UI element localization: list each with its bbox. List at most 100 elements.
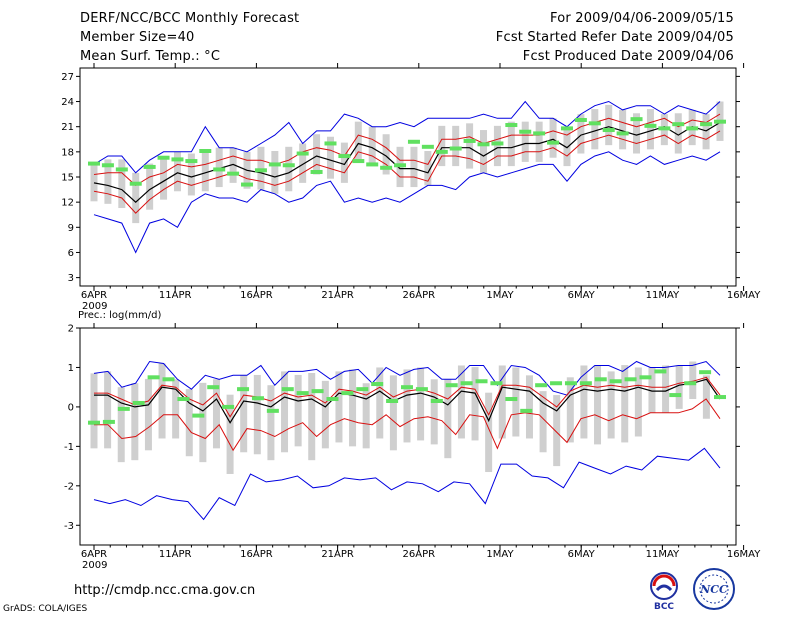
y-tick-label: -3 [64,521,74,532]
observation-marker [547,140,560,145]
ncc-logo-inner-ring [699,574,729,604]
observation-marker [177,397,190,402]
spread-box [253,374,261,455]
bcc-logo-wave [655,584,673,592]
ncc-logo-text: NCC [699,583,728,596]
observation-marker [394,163,407,168]
member-size: Member Size=40 [80,30,195,45]
observation-marker [639,375,652,380]
y-tick-label: 15 [61,173,74,184]
spread-box [104,371,112,449]
observation-marker [505,397,518,402]
spread-box [675,365,683,409]
observation-marker [624,377,637,382]
spread-box [457,365,465,439]
spread-box [313,134,321,175]
observation-marker [147,375,160,380]
spread-box [430,379,438,445]
grads-credit: GrADS: COLA/IGES [3,604,88,614]
spread-box [229,147,237,183]
observation-marker [266,408,279,413]
spread-box [173,151,181,192]
spread-box [271,151,279,194]
observation-marker [609,379,622,384]
observation-marker [672,122,685,127]
spread-box [187,153,195,196]
minimum-line [93,447,721,521]
x-tick-label: 6MAY [568,549,596,560]
spread-box [605,104,613,146]
observation-marker [505,123,518,128]
observation-marker [132,400,145,405]
observation-marker [311,389,324,394]
observation-marker [386,398,399,403]
forecast-period: For 2009/04/06-2009/05/15 [550,11,734,26]
observation-marker [282,163,295,168]
observation-marker [550,381,563,386]
observation-marker [192,413,205,418]
spread-box [212,379,220,449]
spread-box [335,371,343,443]
x-tick-label: 1MAY [486,549,514,560]
observation-marker [326,397,339,402]
observation-marker [281,387,294,392]
observation-marker [699,370,712,375]
observation-marker [324,141,337,146]
x-tick-label: 26APR [403,549,436,560]
x-tick-label: 26APR [403,290,436,301]
observation-marker [684,381,697,386]
spread-box [507,121,515,167]
observation-marker [602,128,615,133]
maximum-line [93,100,721,174]
x-year-label: 2009 [82,560,107,571]
spread-box [485,392,493,473]
spread-box [132,172,140,224]
spread-box [466,123,474,169]
spread-box [199,382,207,463]
observation-marker [296,151,309,156]
observation-marker [564,381,577,386]
observation-marker [714,119,726,124]
observation-marker [445,383,458,388]
spread-box [362,383,370,449]
y-tick-label: 0 [68,402,74,413]
spread-box [633,113,641,154]
x-tick-label: 11APR [159,549,192,560]
spread-box [662,365,670,413]
spread-box [646,109,654,150]
spread-box [594,365,602,445]
spread-box [549,118,557,158]
forecast-started-date: Fcst Started Refer Date 2009/04/05 [495,30,734,45]
y-tick-label: 18 [61,147,74,158]
ensemble-mean-line [94,378,721,424]
observation-marker [430,398,443,403]
observation-marker [143,164,156,169]
spread-box [144,378,152,451]
spread-box [117,387,125,463]
spread-box [619,109,627,150]
observation-marker [491,141,504,146]
spread-box [90,164,98,202]
spread-box [299,143,307,183]
observation-marker [241,182,254,187]
spread-box [185,389,193,457]
spread-box [512,367,520,437]
spread-box [521,121,529,162]
observation-marker [490,381,503,386]
y-tick-label: 24 [61,97,74,108]
observation-marker [686,126,699,131]
observation-marker [341,391,354,396]
spread-box [215,147,223,188]
x-tick-label: 6MAY [568,290,596,301]
chart-title: DERF/NCC/BCC Monthly Forecast [80,11,300,26]
observation-marker [669,393,682,398]
observation-marker [475,379,488,384]
observation-marker [463,138,476,143]
y-tick-label: 12 [61,198,74,209]
spread-box [444,379,452,459]
spread-box [172,379,180,439]
observation-marker [700,122,713,127]
y-tick-label: -2 [64,481,74,492]
